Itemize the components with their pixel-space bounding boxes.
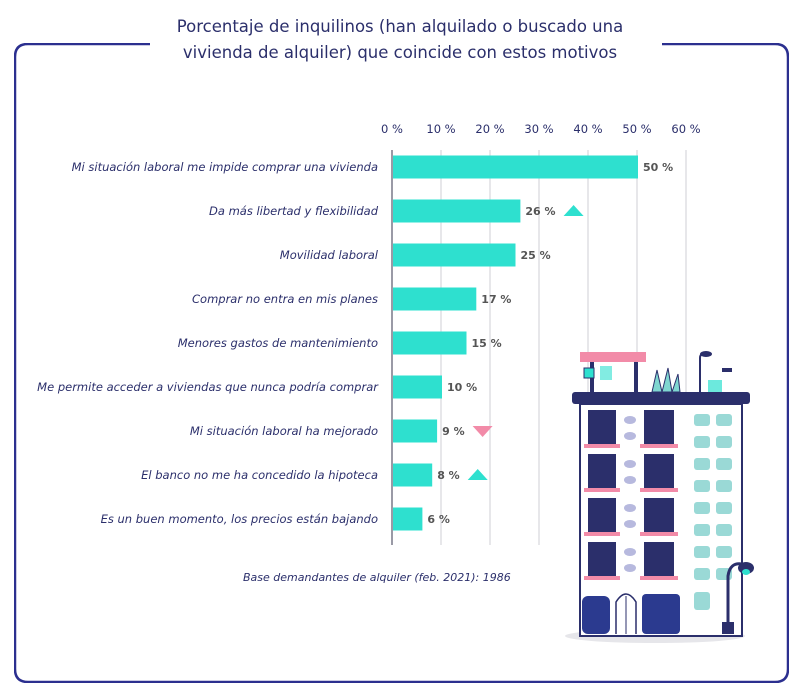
trend-down-icon (472, 426, 493, 437)
footnote: Base demandantes de alquiler (feb. 2021)… (243, 571, 511, 584)
bar (393, 243, 516, 267)
content-frame (14, 43, 789, 683)
value-label: 10 % (447, 381, 477, 394)
x-tick-label: 0 % (381, 122, 403, 136)
bar (393, 199, 521, 223)
value-label: 6 % (427, 513, 450, 526)
category-label: Mi situación laboral me impide comprar u… (72, 160, 378, 174)
x-tick-label: 10 % (426, 122, 455, 136)
value-label: 50 % (643, 161, 673, 174)
x-tick-label: 40 % (573, 122, 602, 136)
category-label: Comprar no entra en mis planes (192, 292, 378, 306)
chart-title: Porcentaje de inquilinos (han alquilado … (150, 14, 650, 66)
chart-title-line-2: vivienda de alquiler) que coincide con e… (182, 43, 618, 62)
category-label: El banco no me ha concedido la hipoteca (141, 468, 378, 482)
x-tick-label: 60 % (671, 122, 700, 136)
value-label: 15 % (472, 337, 502, 350)
value-label: 17 % (481, 293, 511, 306)
x-tick-label: 20 % (475, 122, 504, 136)
category-label: Mi situación laboral ha mejorado (190, 424, 378, 438)
apartment-building-illustration (565, 351, 754, 643)
category-label: Da más libertad y flexibilidad (209, 204, 379, 218)
bar (393, 331, 467, 355)
trend-up-icon (467, 469, 488, 480)
category-label: Menores gastos de mantenimiento (178, 336, 378, 350)
bar (393, 375, 442, 399)
category-label: Me permite acceder a viviendas que nunca… (37, 380, 379, 394)
chart-title-line-1: Porcentaje de inquilinos (han alquilado … (176, 17, 624, 36)
bar (393, 419, 438, 443)
bar (393, 507, 423, 531)
bar (393, 155, 638, 179)
x-tick-label: 30 % (524, 122, 553, 136)
value-label: 8 % (437, 469, 460, 482)
trend-up-icon (563, 205, 584, 216)
value-label: 9 % (442, 425, 465, 438)
category-label: Es un buen momento, los precios están ba… (101, 512, 378, 526)
bar (393, 463, 433, 487)
bar (393, 287, 477, 311)
value-label: 26 % (525, 205, 555, 218)
category-label: Movilidad laboral (280, 248, 379, 262)
value-label: 25 % (521, 249, 551, 262)
x-tick-label: 50 % (622, 122, 651, 136)
